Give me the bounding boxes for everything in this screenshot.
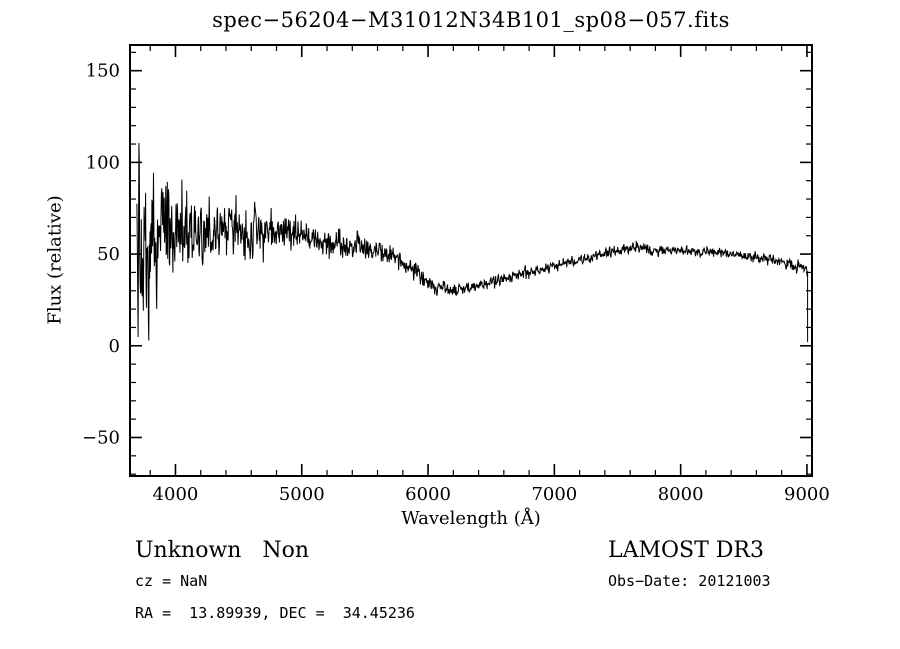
obs-date-label: Obs−Date: 20121003 [608, 572, 771, 590]
svg-text:100: 100 [86, 152, 120, 173]
svg-text:7000: 7000 [531, 484, 577, 505]
cz-value-label: cz = NaN [135, 572, 208, 590]
svg-text:4000: 4000 [153, 484, 199, 505]
svg-text:9000: 9000 [784, 484, 830, 505]
y-axis-label: Flux (relative) [44, 195, 66, 325]
plot-title: spec−56204−M31012N34B101_sp08−057.fits [212, 8, 730, 32]
svg-text:0: 0 [109, 336, 120, 357]
survey-release-label: LAMOST DR3 [608, 538, 764, 563]
x-axis-label: Wavelength (Å) [401, 508, 541, 529]
svg-text:−50: −50 [82, 427, 120, 448]
svg-text:8000: 8000 [658, 484, 704, 505]
ra-dec-label: RA = 13.89939, DEC = 34.45236 [135, 604, 415, 622]
svg-text:50: 50 [97, 244, 120, 265]
object-class-label: Unknown Non [135, 538, 310, 563]
svg-text:150: 150 [86, 61, 120, 82]
svg-text:5000: 5000 [279, 484, 325, 505]
svg-text:6000: 6000 [405, 484, 451, 505]
